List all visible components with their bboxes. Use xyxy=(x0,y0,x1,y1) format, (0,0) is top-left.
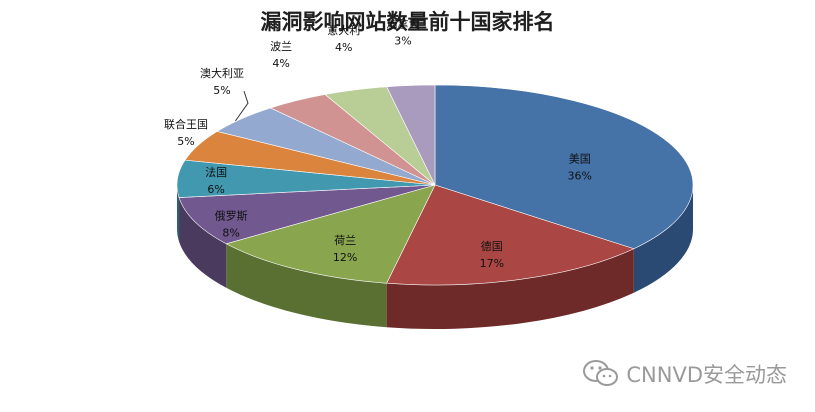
chart-title: 漏洞影响网站数量前十国家排名 xyxy=(260,9,555,34)
slice-label-3: 俄罗斯 xyxy=(215,210,248,223)
slice-pct-7: 4% xyxy=(272,57,289,70)
slice-label-2: 荷兰 xyxy=(334,234,356,247)
pie-slice-9 xyxy=(386,84,436,186)
pie-side-2-0 xyxy=(226,243,387,328)
slice-label-0: 美国 xyxy=(569,153,591,166)
slice-pct-5: 5% xyxy=(177,135,194,148)
slice-pct-4: 6% xyxy=(207,183,224,196)
pie-sides xyxy=(177,185,693,329)
pie-side-4-0 xyxy=(177,185,180,242)
pie-side-3-0 xyxy=(179,197,227,288)
pie-slice-3 xyxy=(178,184,436,245)
slice-label-7: 波兰 xyxy=(270,40,292,53)
slice-label-9: 加拿大 xyxy=(387,17,420,31)
slice-label-6: 澳大利亚 xyxy=(200,66,244,80)
leader-line-6 xyxy=(235,90,249,122)
slice-pct-1: 17% xyxy=(480,257,504,270)
pie-slice-2 xyxy=(225,184,436,284)
slice-pct-9: 3% xyxy=(394,35,411,48)
pie-side-0-0 xyxy=(633,185,693,293)
slice-label-5: 联合王国 xyxy=(164,117,208,131)
slice-label-1: 德国 xyxy=(481,239,503,253)
pie-slice-1 xyxy=(386,184,635,286)
slice-pct-2: 12% xyxy=(333,251,357,264)
watermark-text: CNNVD安全动态 xyxy=(626,363,787,387)
slice-pct-0: 36% xyxy=(568,170,592,183)
slice-label-8: 意大利 xyxy=(327,23,360,37)
slice-pct-6: 5% xyxy=(213,84,230,97)
slice-pct-8: 4% xyxy=(335,41,352,54)
pie-labels: 美国 36% 德国 17% 荷兰 12% 俄罗斯 8% 法国 6% 联合王国 5% 澳大利亚 5% 波兰 4%… xyxy=(164,17,592,271)
watermark: CNNVD安全动态 xyxy=(582,358,787,390)
slice-label-4: 法国 xyxy=(205,165,227,179)
pie-side-1-0 xyxy=(386,248,634,329)
pie-tops xyxy=(176,84,694,286)
slice-pct-3: 8% xyxy=(222,227,239,240)
pie-slice-0 xyxy=(434,84,694,250)
wechat-icon xyxy=(583,360,619,386)
